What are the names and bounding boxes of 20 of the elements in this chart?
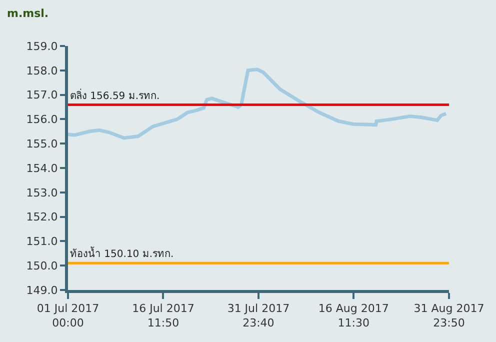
y-tick-label: 158.0 <box>26 64 58 78</box>
line-series <box>68 68 448 140</box>
x-tick-label: 31 Jul 2017 23:40 <box>227 302 290 330</box>
x-tick-label: 16 Aug 2017 11:30 <box>318 302 389 330</box>
y-tick-label: 155.0 <box>26 137 58 150</box>
y-tick-label: 157.0 <box>26 88 58 102</box>
x-tick-label: 01 Jul 2017 00:00 <box>36 302 100 330</box>
y-tick-label: 156.0 <box>26 113 58 126</box>
y-axis-title: m.msl. <box>7 7 49 20</box>
ref-line-label: ท้องน้ำ 150.10 ม.รทก. <box>70 246 174 260</box>
x-tick-label: 16 Jul 2017 11:50 <box>132 302 194 330</box>
y-tick-label: 154.0 <box>26 162 58 175</box>
ref-line-label: ตลิ่ง 156.59 ม.รทก. <box>70 88 160 102</box>
x-tick-label: 31 Aug 2017 23:50 <box>414 302 484 330</box>
y-tick-label: 153.0 <box>26 186 58 200</box>
y-tick-label: 159.0 <box>26 40 58 53</box>
y-tick-label: 151.0 <box>26 235 58 248</box>
y-tick-label: 149.0 <box>26 284 58 297</box>
y-tick-label: 152.0 <box>26 210 58 224</box>
y-tick-label: 150.0 <box>26 259 58 272</box>
